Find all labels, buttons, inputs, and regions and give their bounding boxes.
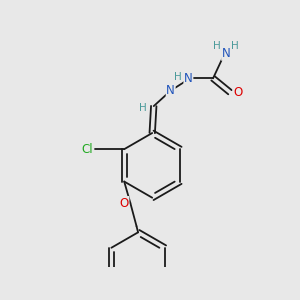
Text: Cl: Cl <box>81 143 93 156</box>
Text: N: N <box>166 84 175 97</box>
Text: H: H <box>213 41 221 51</box>
Text: O: O <box>233 86 242 99</box>
Text: N: N <box>184 72 193 85</box>
Text: H: H <box>232 41 239 51</box>
Text: N: N <box>222 47 230 60</box>
Text: H: H <box>174 72 182 82</box>
Text: O: O <box>120 196 129 210</box>
Text: H: H <box>139 103 147 113</box>
